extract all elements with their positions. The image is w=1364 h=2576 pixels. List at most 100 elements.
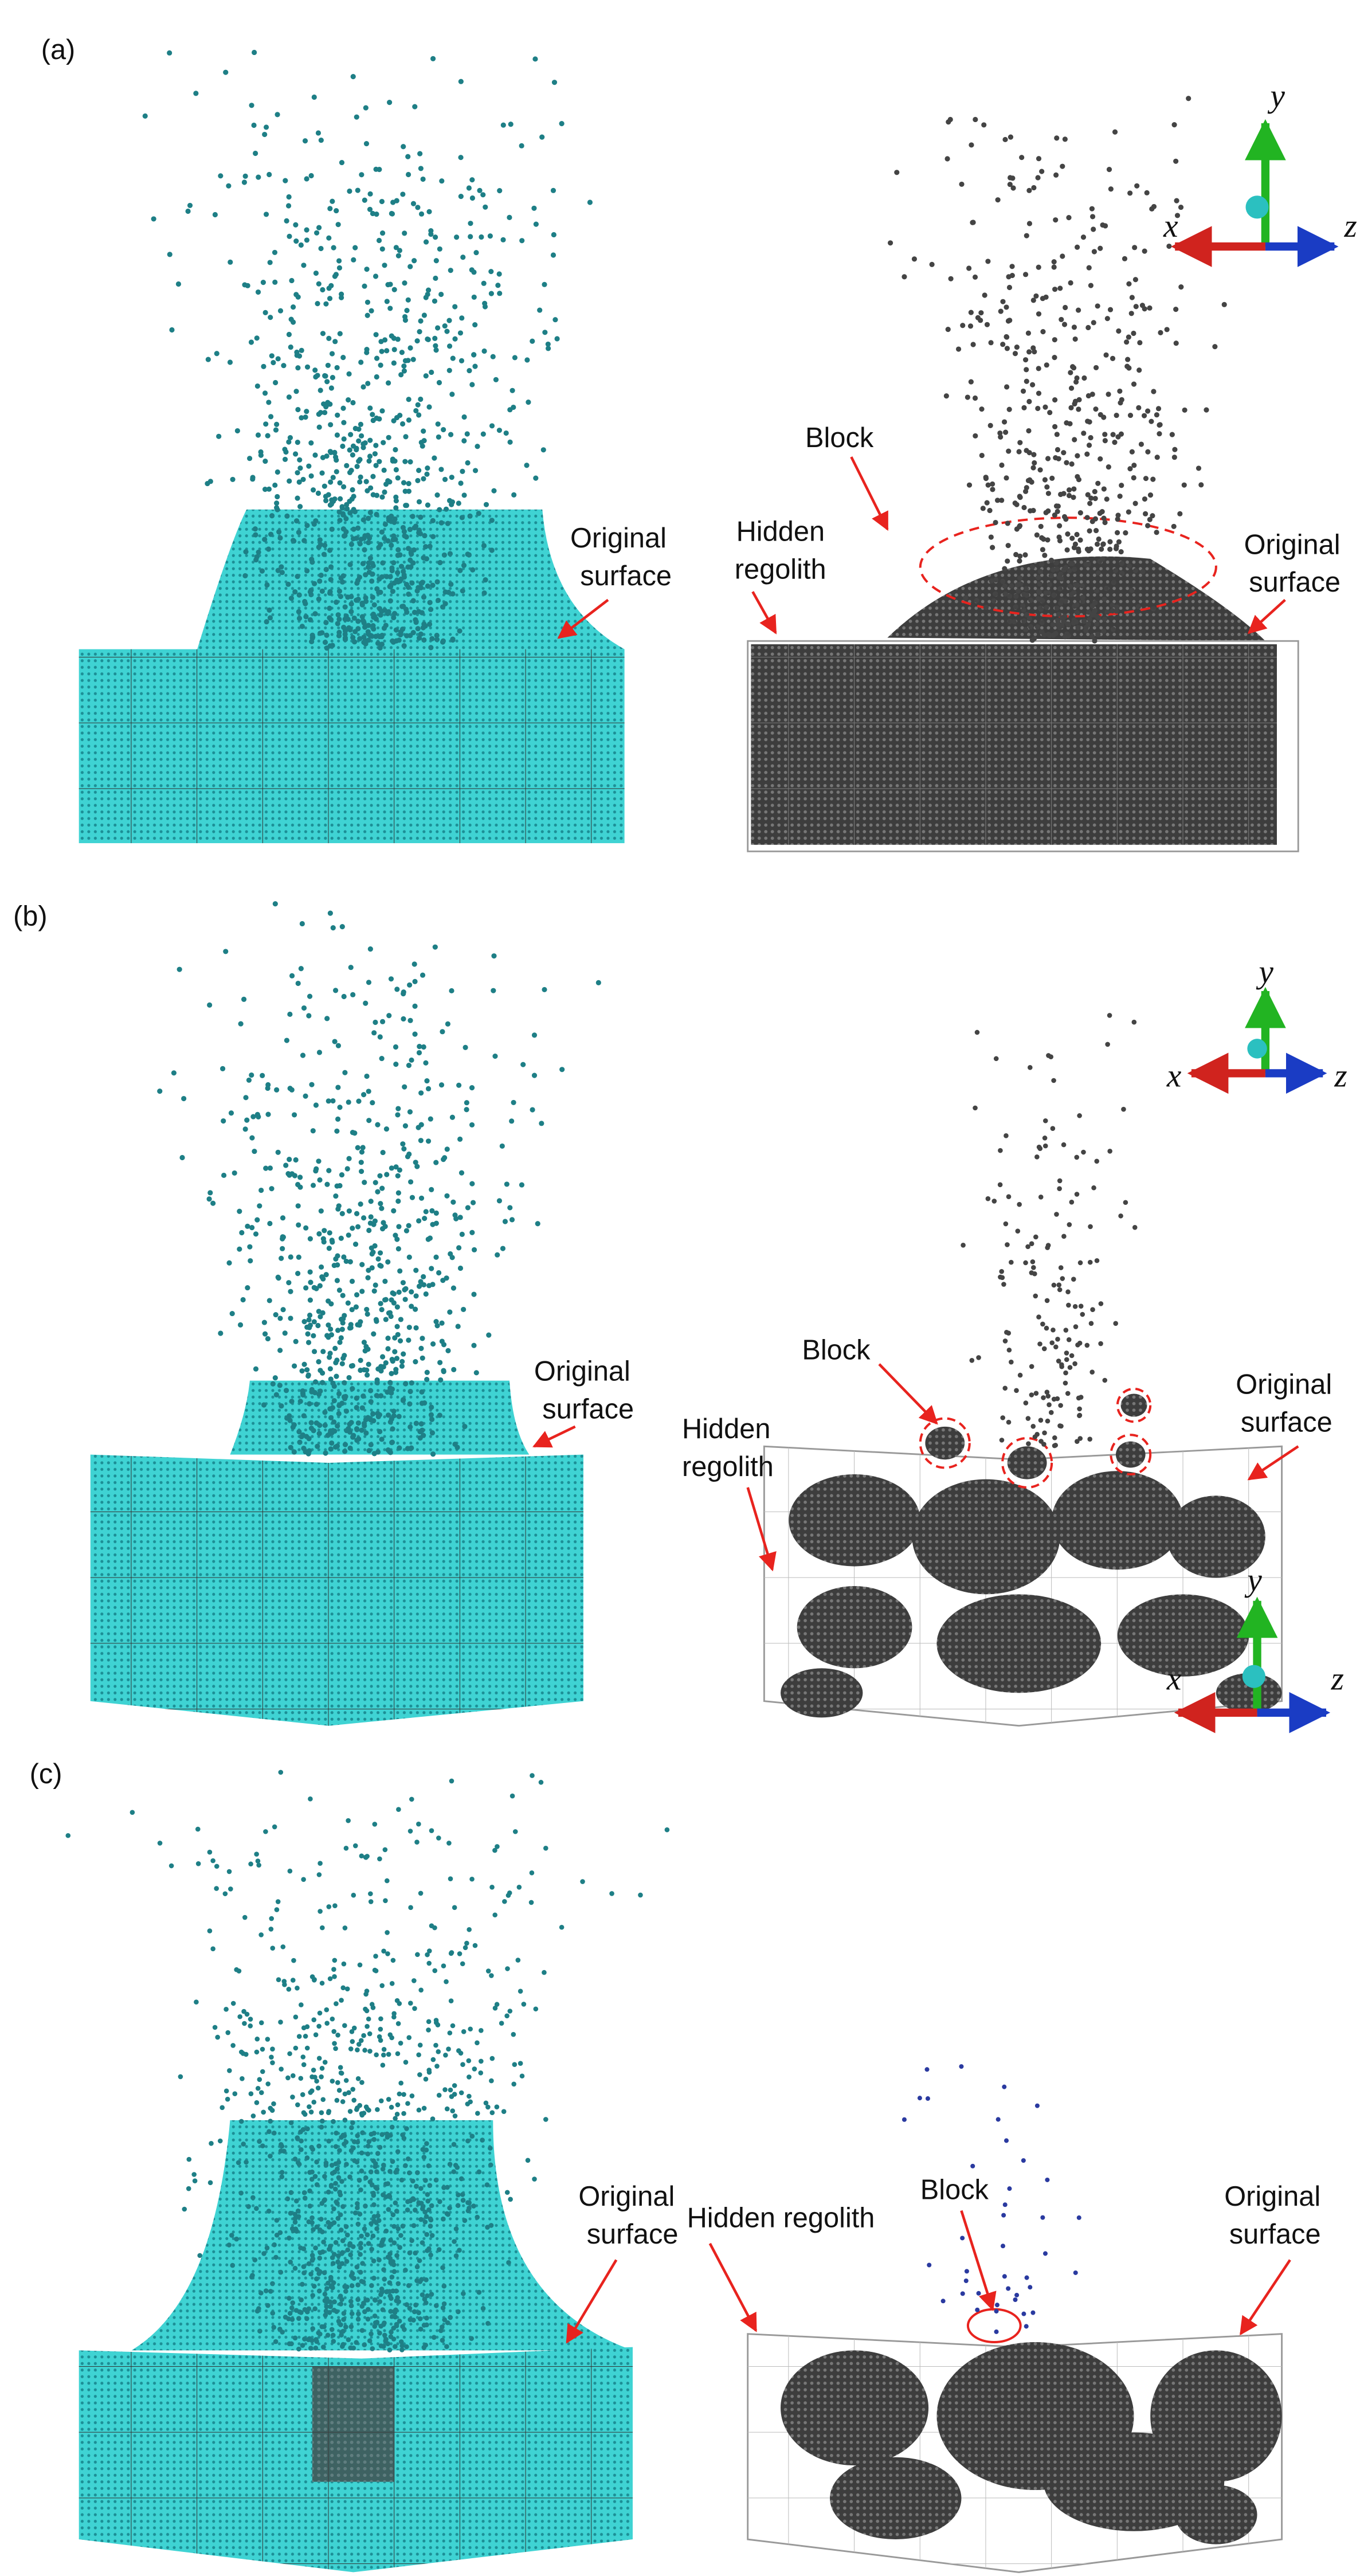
particle xyxy=(258,2090,264,2096)
particle xyxy=(355,618,361,624)
particle xyxy=(386,609,391,614)
particle xyxy=(418,166,424,171)
particle xyxy=(322,2198,327,2203)
particle xyxy=(1076,2215,1081,2220)
particle xyxy=(405,584,411,590)
particle xyxy=(387,100,393,105)
particle xyxy=(342,1353,347,1359)
particle xyxy=(395,1332,401,1337)
particle xyxy=(348,2299,354,2304)
particle xyxy=(512,355,518,361)
particle xyxy=(379,1185,385,1191)
particle xyxy=(1149,206,1155,212)
particle xyxy=(1025,330,1032,336)
particle xyxy=(390,2313,395,2319)
particle xyxy=(378,2343,384,2348)
particle xyxy=(407,1401,413,1407)
particle xyxy=(374,511,379,518)
particle xyxy=(894,170,900,175)
particle xyxy=(289,2341,294,2347)
particle xyxy=(1058,1265,1064,1270)
particle xyxy=(373,616,379,622)
particle xyxy=(355,2221,361,2227)
particle xyxy=(1058,491,1064,498)
particle xyxy=(363,1000,369,1006)
particle xyxy=(347,2174,352,2180)
particle xyxy=(1045,537,1051,543)
particle xyxy=(414,1164,420,1169)
particle xyxy=(1004,475,1009,481)
particle xyxy=(450,591,456,597)
particle xyxy=(531,1032,538,1038)
particle xyxy=(249,1072,254,1078)
particle xyxy=(366,1118,372,1123)
particle xyxy=(401,363,407,369)
particle xyxy=(927,2262,932,2268)
particle xyxy=(395,2281,401,2287)
particle xyxy=(306,1436,312,1442)
particle xyxy=(397,2318,402,2324)
particle xyxy=(1071,486,1077,492)
particle xyxy=(1103,223,1108,229)
particle xyxy=(387,2347,393,2353)
particle xyxy=(472,322,478,328)
particle xyxy=(322,410,328,416)
particle xyxy=(1087,616,1092,623)
particle xyxy=(292,2265,298,2271)
particle xyxy=(499,1143,505,1149)
particle xyxy=(1055,508,1060,514)
axis-triad: y x z xyxy=(1166,954,1347,1094)
particle xyxy=(293,2226,299,2232)
particle xyxy=(322,1228,327,1234)
particle xyxy=(293,389,299,394)
particle xyxy=(469,195,476,201)
particle xyxy=(338,496,343,502)
particle xyxy=(330,375,335,381)
particle xyxy=(395,253,401,259)
panel-label: (a) xyxy=(41,34,76,65)
particle xyxy=(531,1072,538,1078)
particle xyxy=(346,371,352,377)
particle xyxy=(268,2119,273,2124)
particle xyxy=(358,1160,364,1165)
particle xyxy=(1080,598,1085,604)
particle xyxy=(532,2176,537,2182)
particle xyxy=(448,1951,454,1956)
particle xyxy=(1077,1436,1083,1441)
particle xyxy=(519,238,525,244)
particle xyxy=(1036,311,1042,317)
particle xyxy=(403,534,409,540)
particle xyxy=(358,1201,363,1207)
particle xyxy=(433,1319,439,1325)
particle xyxy=(1053,1344,1059,1350)
particle xyxy=(359,1289,365,1294)
particle xyxy=(425,1952,430,1958)
particle xyxy=(441,2283,447,2289)
particle xyxy=(469,1230,475,1235)
particle xyxy=(383,2336,389,2342)
particle xyxy=(374,2052,379,2058)
particle xyxy=(316,281,322,287)
particle xyxy=(1151,606,1157,612)
particle xyxy=(328,1415,334,1420)
particle xyxy=(438,291,444,297)
particle xyxy=(1089,214,1096,220)
particle xyxy=(1119,561,1124,566)
particle xyxy=(318,387,323,393)
particle xyxy=(369,2131,374,2137)
particle xyxy=(391,335,397,341)
particle xyxy=(169,327,175,333)
particle xyxy=(1021,2158,1026,2163)
particle xyxy=(1030,1423,1036,1429)
particle xyxy=(271,359,276,366)
particle xyxy=(291,1958,296,1963)
particle xyxy=(414,338,420,344)
particle xyxy=(367,2049,373,2054)
particle xyxy=(994,2329,999,2334)
particle xyxy=(417,1435,423,1441)
particle xyxy=(332,1903,338,1908)
particle xyxy=(389,1165,394,1171)
particle xyxy=(1029,564,1035,570)
particle xyxy=(1086,548,1092,554)
particle xyxy=(276,529,282,535)
